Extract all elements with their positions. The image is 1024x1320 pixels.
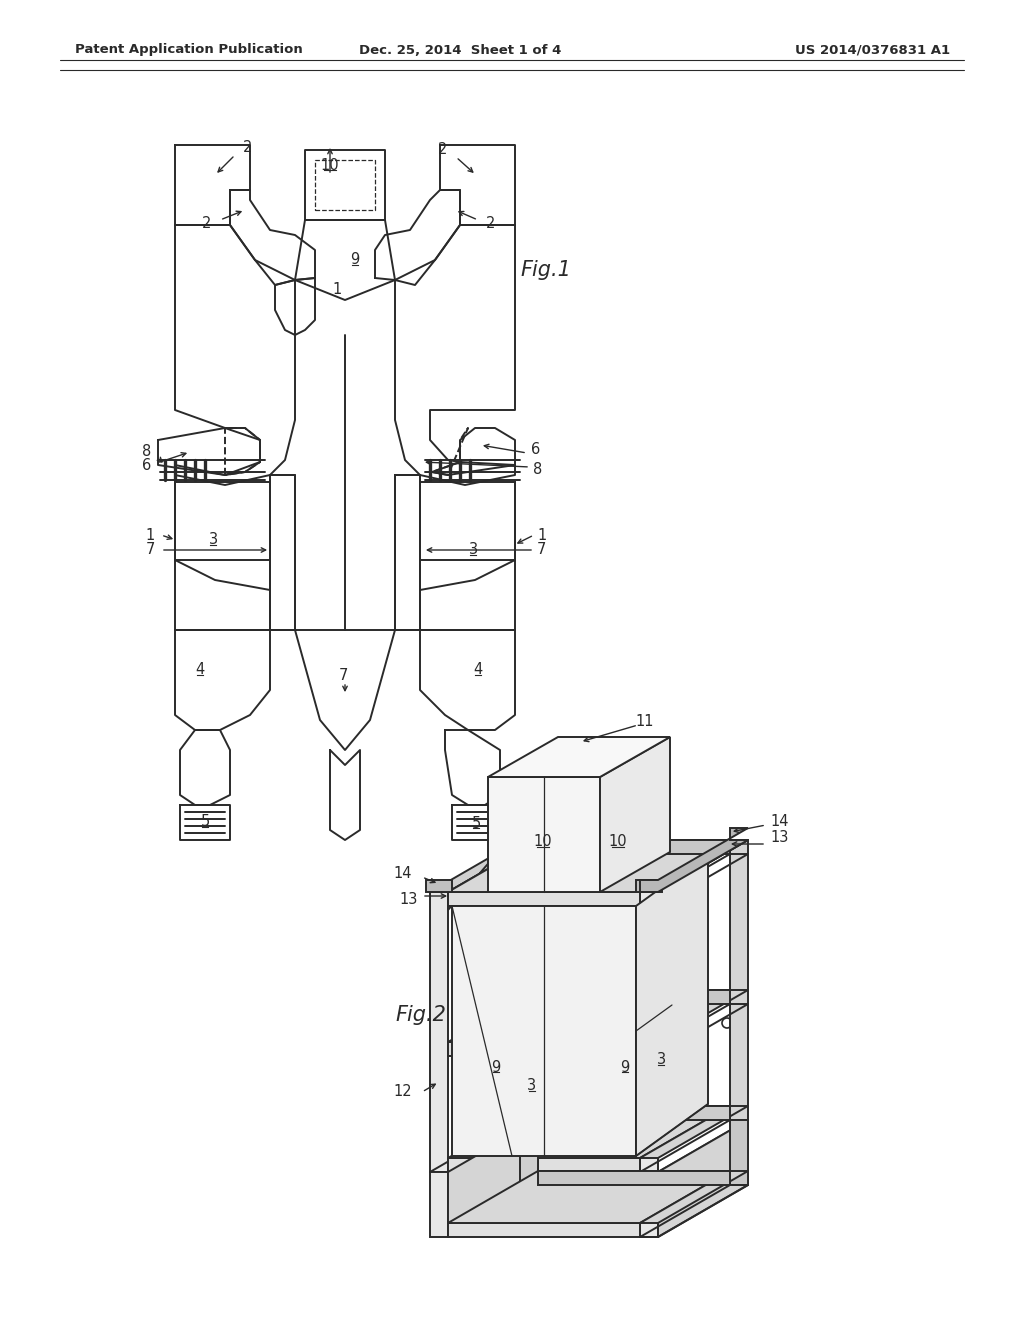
- Polygon shape: [730, 840, 748, 1119]
- Text: 7: 7: [145, 543, 155, 557]
- Polygon shape: [600, 737, 670, 892]
- Polygon shape: [449, 1119, 538, 1237]
- Polygon shape: [636, 854, 708, 1156]
- Text: 14: 14: [393, 866, 412, 882]
- Text: 5: 5: [201, 814, 210, 829]
- Polygon shape: [538, 840, 730, 854]
- Text: 1: 1: [537, 528, 546, 543]
- Polygon shape: [449, 1106, 730, 1158]
- Polygon shape: [730, 1119, 748, 1185]
- Text: 4: 4: [473, 663, 482, 677]
- Polygon shape: [640, 892, 658, 1172]
- Polygon shape: [430, 840, 538, 892]
- Text: 7: 7: [338, 668, 348, 682]
- Polygon shape: [538, 1171, 730, 1185]
- Text: Fig.2: Fig.2: [395, 1005, 445, 1026]
- Polygon shape: [640, 1171, 748, 1224]
- Text: 6: 6: [531, 442, 541, 458]
- Polygon shape: [449, 1171, 730, 1224]
- Polygon shape: [452, 906, 636, 1156]
- Text: 2: 2: [203, 215, 212, 231]
- Text: Dec. 25, 2014  Sheet 1 of 4: Dec. 25, 2014 Sheet 1 of 4: [358, 44, 561, 57]
- Polygon shape: [520, 840, 538, 1119]
- Polygon shape: [520, 1119, 538, 1185]
- Polygon shape: [449, 1224, 640, 1237]
- Text: 9: 9: [621, 1060, 630, 1074]
- Text: 3: 3: [209, 532, 217, 548]
- Text: 2: 2: [438, 143, 447, 157]
- Polygon shape: [488, 777, 600, 892]
- Text: 13: 13: [399, 891, 418, 907]
- Polygon shape: [430, 892, 449, 1172]
- Text: Patent Application Publication: Patent Application Publication: [75, 44, 303, 57]
- Text: 1: 1: [333, 282, 342, 297]
- Text: 3: 3: [527, 1078, 537, 1093]
- Polygon shape: [449, 1041, 640, 1056]
- Text: 4: 4: [196, 663, 205, 677]
- Polygon shape: [640, 1172, 658, 1237]
- Text: 8: 8: [534, 462, 543, 478]
- Text: 7: 7: [537, 543, 547, 557]
- Polygon shape: [538, 990, 730, 1005]
- Polygon shape: [426, 880, 452, 892]
- Text: 2: 2: [486, 215, 496, 231]
- Text: 13: 13: [770, 829, 788, 845]
- Text: 10: 10: [321, 157, 339, 173]
- Polygon shape: [449, 807, 538, 909]
- Polygon shape: [640, 1106, 748, 1158]
- Text: 9: 9: [350, 252, 359, 268]
- Polygon shape: [449, 892, 640, 906]
- Text: 11: 11: [636, 714, 654, 730]
- Polygon shape: [640, 990, 748, 1041]
- Polygon shape: [658, 1119, 748, 1237]
- Text: 1: 1: [145, 528, 155, 543]
- Text: 6: 6: [141, 458, 151, 473]
- Text: US 2014/0376831 A1: US 2014/0376831 A1: [795, 44, 950, 57]
- Text: 14: 14: [770, 814, 788, 829]
- Polygon shape: [640, 840, 748, 892]
- Text: 5: 5: [471, 816, 480, 830]
- Text: 10: 10: [608, 834, 628, 850]
- Text: 9: 9: [492, 1060, 501, 1074]
- Polygon shape: [449, 840, 730, 892]
- Text: 8: 8: [141, 445, 151, 459]
- Polygon shape: [640, 828, 748, 892]
- Text: 12: 12: [393, 1085, 412, 1100]
- Text: Fig.1: Fig.1: [520, 260, 570, 280]
- Text: 2: 2: [244, 140, 253, 156]
- Text: 3: 3: [656, 1052, 666, 1068]
- Text: 10: 10: [534, 834, 552, 850]
- Polygon shape: [488, 737, 670, 777]
- Polygon shape: [640, 840, 748, 892]
- Polygon shape: [636, 880, 662, 892]
- Polygon shape: [449, 1158, 640, 1172]
- Polygon shape: [430, 1172, 449, 1237]
- Text: 3: 3: [468, 543, 477, 557]
- Polygon shape: [449, 990, 730, 1041]
- Polygon shape: [538, 1106, 730, 1119]
